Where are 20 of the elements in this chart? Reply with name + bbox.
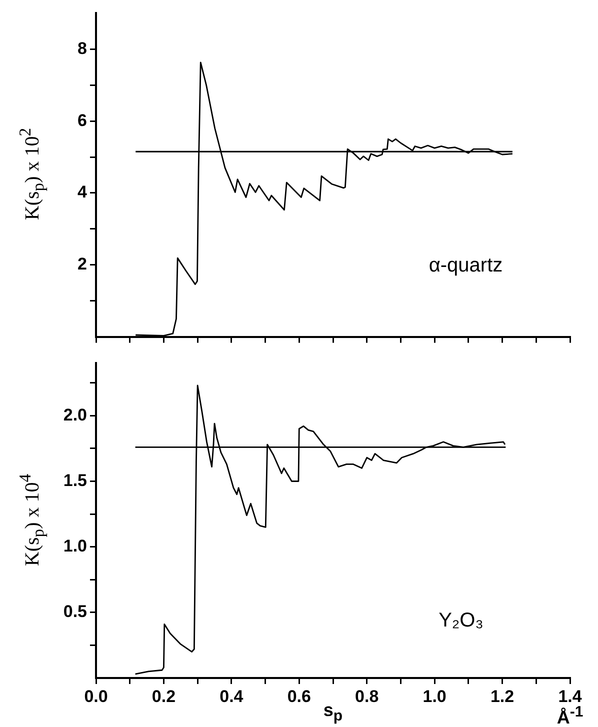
x-tick-label: 0.2	[152, 686, 176, 706]
y-tick-label: 0.5	[63, 602, 87, 622]
x-tick-label: 1.4	[558, 686, 582, 706]
y-tick-label: 6	[78, 110, 87, 130]
y-tick-label: 8	[78, 38, 87, 58]
x-tick-label: 0.4	[220, 686, 244, 706]
text: Å$^{-1}$	[556, 704, 584, 727]
y-tick-label: 2	[78, 254, 87, 274]
x-tick-label: 0.6	[287, 686, 311, 706]
x-axis-title: s$_{p}$	[323, 700, 343, 725]
y-tick-label: 1.5	[63, 470, 87, 490]
x-tick-label: 0.0	[84, 686, 108, 706]
annotation: α-quartz	[428, 254, 503, 278]
x-tick-label: 1.2	[490, 686, 514, 706]
y-tick-label: 1.0	[63, 536, 87, 556]
annotation: Y₂O₃	[438, 609, 484, 632]
x-tick-label: 1.0	[422, 686, 446, 706]
y-tick-label: 4	[78, 182, 88, 202]
y-tick-label: 2.0	[63, 405, 87, 424]
x-tick-label: 0.8	[355, 686, 379, 706]
